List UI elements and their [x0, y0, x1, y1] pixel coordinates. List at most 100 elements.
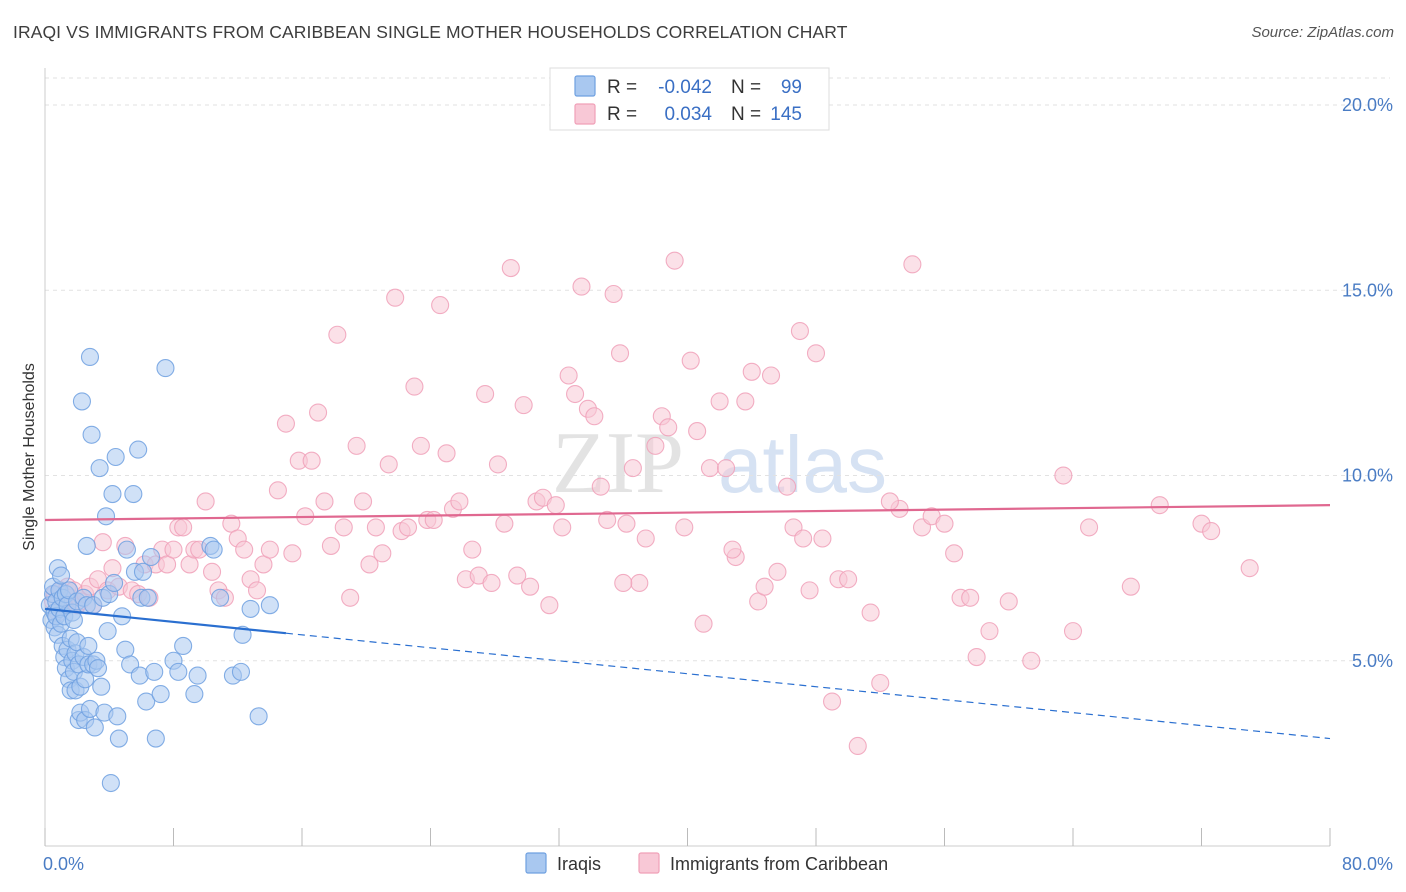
caribbean-point-93 [591, 477, 610, 496]
caribbean-point-149 [1240, 559, 1259, 578]
caribbean-point-81 [514, 396, 533, 415]
caribbean-point-140 [999, 592, 1018, 611]
caribbean-point-48 [302, 451, 321, 470]
caribbean-point-60 [379, 455, 398, 474]
caribbean-point-109 [700, 459, 720, 478]
iraqis-point-90 [211, 588, 230, 607]
caribbean-point-152 [794, 529, 813, 548]
caribbean-point-94 [598, 510, 617, 530]
legend-r-label-1: R = [607, 77, 637, 98]
iraqis-point-68 [117, 540, 136, 559]
iraqis-point-48 [82, 425, 101, 444]
caribbean-point-111 [716, 459, 736, 478]
caribbean-point-50 [315, 492, 334, 511]
y-tick-label-3: 20.0% [1342, 95, 1393, 115]
caribbean-point-121 [790, 321, 809, 341]
caribbean-point-71 [450, 492, 469, 511]
caribbean-point-79 [501, 259, 520, 278]
caribbean-point-65 [411, 436, 430, 455]
iraqis-point-61 [103, 484, 122, 504]
iraqis-point-72 [129, 440, 148, 459]
caribbean-point-32 [196, 492, 215, 511]
caribbean-point-123 [806, 344, 826, 363]
iraqis-point-77 [138, 588, 157, 607]
iraqis-point-58 [96, 507, 116, 526]
stats-legend: R = -0.042 N = 99 R = 0.034 N = 145 [549, 67, 830, 131]
iraqis-point-47 [80, 347, 100, 367]
chart-title: IRAQI VS IMMIGRANTS FROM CARIBBEAN SINGL… [13, 22, 848, 42]
iraqis-point-95 [249, 707, 268, 726]
iraqis-point-89 [204, 540, 223, 559]
iraqis-point-63 [106, 447, 125, 467]
caribbean-point-124 [813, 529, 832, 548]
caribbean-point-143 [1063, 622, 1083, 641]
x-tick-label-0: 0.0% [43, 854, 84, 874]
source-credit: Source: ZipAtlas.com [1251, 24, 1394, 41]
bottom-legend-swatch-caribbean [638, 852, 660, 874]
caribbean-point-43 [268, 481, 287, 500]
series-caribbean-points [43, 251, 1259, 756]
iraqis-point-54 [90, 459, 109, 478]
caribbean-point-128 [848, 736, 867, 756]
caribbean-point-117 [761, 366, 781, 385]
iraqis-point-96 [260, 596, 279, 615]
caribbean-point-63 [398, 518, 418, 537]
iraqis-point-44 [79, 636, 98, 655]
caribbean-point-86 [546, 496, 565, 515]
caribbean-point-100 [636, 529, 655, 548]
caribbean-point-45 [283, 544, 302, 563]
caribbean-point-113 [736, 392, 755, 411]
caribbean-point-97 [617, 514, 636, 533]
legend-r-value-1: -0.042 [658, 77, 712, 98]
caribbean-point-118 [768, 562, 787, 581]
caribbean-point-104 [665, 251, 684, 270]
y-tick-label-0: 5.0% [1352, 651, 1393, 671]
caribbean-point-40 [247, 581, 267, 600]
caribbean-point-125 [823, 692, 842, 711]
caribbean-point-75 [476, 384, 495, 404]
caribbean-point-139 [980, 622, 999, 641]
iraqis-point-38 [72, 392, 91, 411]
caribbean-point-141 [1022, 651, 1041, 670]
series-legend: Iraqis Immigrants from Caribbean [525, 852, 888, 874]
caribbean-point-14 [93, 533, 112, 552]
caribbean-point-116 [755, 577, 774, 596]
caribbean-point-108 [694, 614, 713, 633]
caribbean-point-88 [559, 366, 578, 385]
iraqis-point-84 [169, 662, 188, 681]
iraqis-point-80 [146, 729, 165, 748]
caribbean-point-82 [521, 577, 540, 596]
iraqis-trend-solid [44, 607, 287, 635]
iraqis-point-92 [231, 662, 251, 681]
y-tick-label-1: 10.0% [1342, 466, 1393, 486]
caribbean-point-103 [659, 418, 678, 437]
caribbean-point-56 [353, 492, 373, 511]
iraqis-point-64 [108, 707, 127, 726]
caribbean-point-90 [572, 277, 591, 296]
iraqis-point-70 [124, 484, 143, 504]
iraqis-point-55 [92, 677, 111, 696]
x-tick-labels: 0.0% 80.0% [43, 854, 1393, 874]
caribbean-point-132 [903, 255, 922, 274]
caribbean-point-49 [309, 403, 328, 422]
y-tick-labels: 5.0% 10.0% 15.0% 20.0% [1342, 95, 1393, 671]
iraqis-point-75 [133, 562, 153, 581]
caribbean-point-73 [463, 540, 482, 559]
caribbean-point-137 [961, 588, 980, 607]
iraqis-point-98 [98, 622, 117, 641]
caribbean-point-146 [1150, 496, 1169, 515]
caribbean-point-138 [967, 648, 986, 667]
caribbean-point-57 [360, 555, 379, 574]
iraqis-point-82 [156, 359, 175, 378]
caribbean-point-59 [373, 544, 392, 563]
caribbean-point-26 [164, 540, 183, 559]
caribbean-point-107 [688, 422, 707, 441]
caribbean-point-154 [945, 544, 964, 563]
caribbean-point-135 [935, 514, 954, 533]
caribbean-point-151 [723, 540, 742, 559]
caribbean-point-85 [540, 596, 559, 615]
caribbean-point-122 [800, 581, 819, 600]
bottom-legend-label-iraqis: Iraqis [557, 854, 601, 874]
iraqis-point-79 [145, 662, 164, 681]
